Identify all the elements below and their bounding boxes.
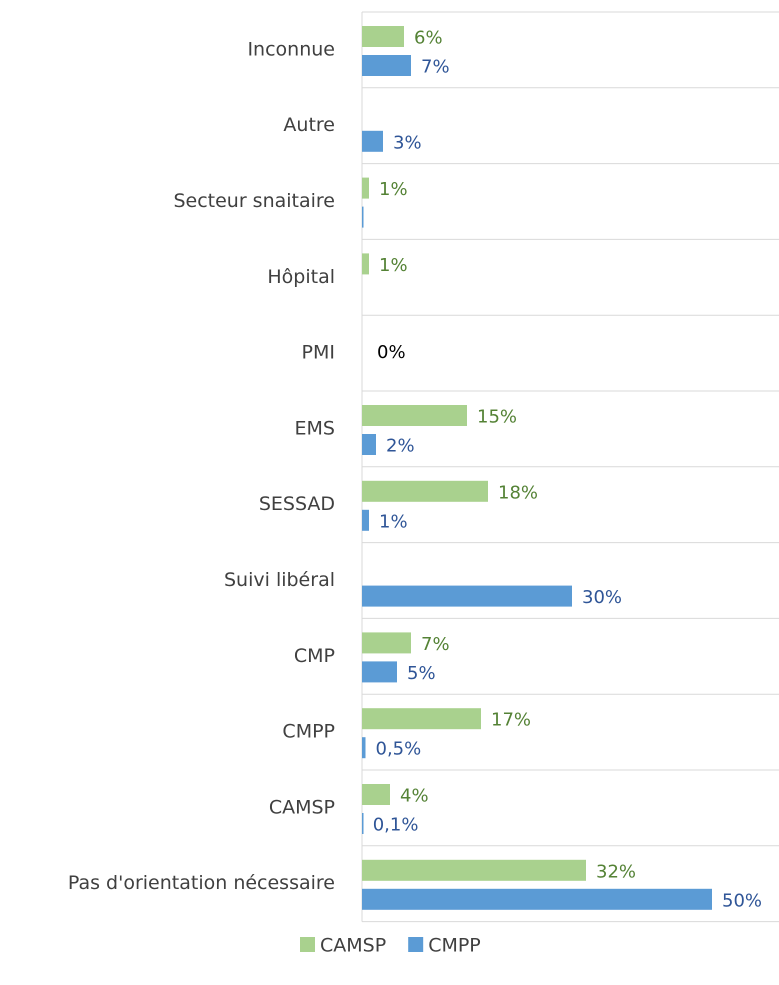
bar [362, 813, 364, 834]
bar [362, 206, 364, 228]
bar [362, 632, 411, 654]
category-label: Pas d'orientation nécessaire [68, 872, 335, 894]
value-label: 6% [414, 28, 443, 49]
bar [362, 509, 369, 531]
bar [362, 434, 376, 455]
category-label: Autre [283, 114, 335, 136]
value-label: 1% [379, 511, 408, 532]
bar [362, 26, 404, 47]
value-label: 32% [596, 861, 636, 882]
category-label: CAMSP [269, 796, 335, 818]
value-label: 2% [386, 436, 415, 457]
legend-label: CMPP [428, 935, 481, 957]
bar [362, 130, 383, 152]
category-label: Hôpital [267, 266, 335, 288]
value-label: 4% [400, 786, 429, 807]
bar [362, 708, 481, 730]
bar [362, 888, 712, 910]
bar [362, 585, 572, 607]
bar [362, 177, 369, 199]
category-label: Secteur snaitaire [173, 190, 335, 212]
value-label: 0,1% [373, 815, 419, 836]
value-label: 1% [379, 179, 408, 200]
bar [362, 253, 369, 275]
legend-label: CAMSP [320, 935, 386, 957]
bar [362, 661, 397, 683]
value-label: 1% [379, 255, 408, 276]
bar [362, 784, 390, 805]
category-label: EMS [295, 417, 335, 439]
bar [362, 859, 586, 881]
value-label: 17% [491, 710, 531, 731]
category-label: Inconnue [247, 38, 335, 60]
category-label: SESSAD [259, 493, 335, 515]
bar [362, 737, 366, 759]
annotation: 0% [377, 342, 406, 363]
category-label: CMP [294, 645, 335, 667]
value-label: 18% [498, 482, 538, 503]
bar [362, 480, 488, 502]
value-label: 7% [421, 57, 450, 78]
value-label: 7% [421, 634, 450, 655]
bar [362, 405, 467, 426]
value-label: 5% [407, 663, 436, 684]
category-label: CMPP [282, 721, 335, 743]
value-label: 50% [722, 890, 762, 911]
category-label: Suivi libéral [224, 569, 335, 591]
legend-swatch [408, 937, 424, 952]
value-label: 30% [582, 587, 622, 608]
value-label: 15% [477, 407, 517, 428]
value-label: 0,5% [376, 739, 422, 760]
value-label: 3% [393, 132, 422, 153]
bar [362, 55, 411, 76]
category-label: PMI [302, 342, 335, 364]
legend-swatch [300, 937, 315, 952]
